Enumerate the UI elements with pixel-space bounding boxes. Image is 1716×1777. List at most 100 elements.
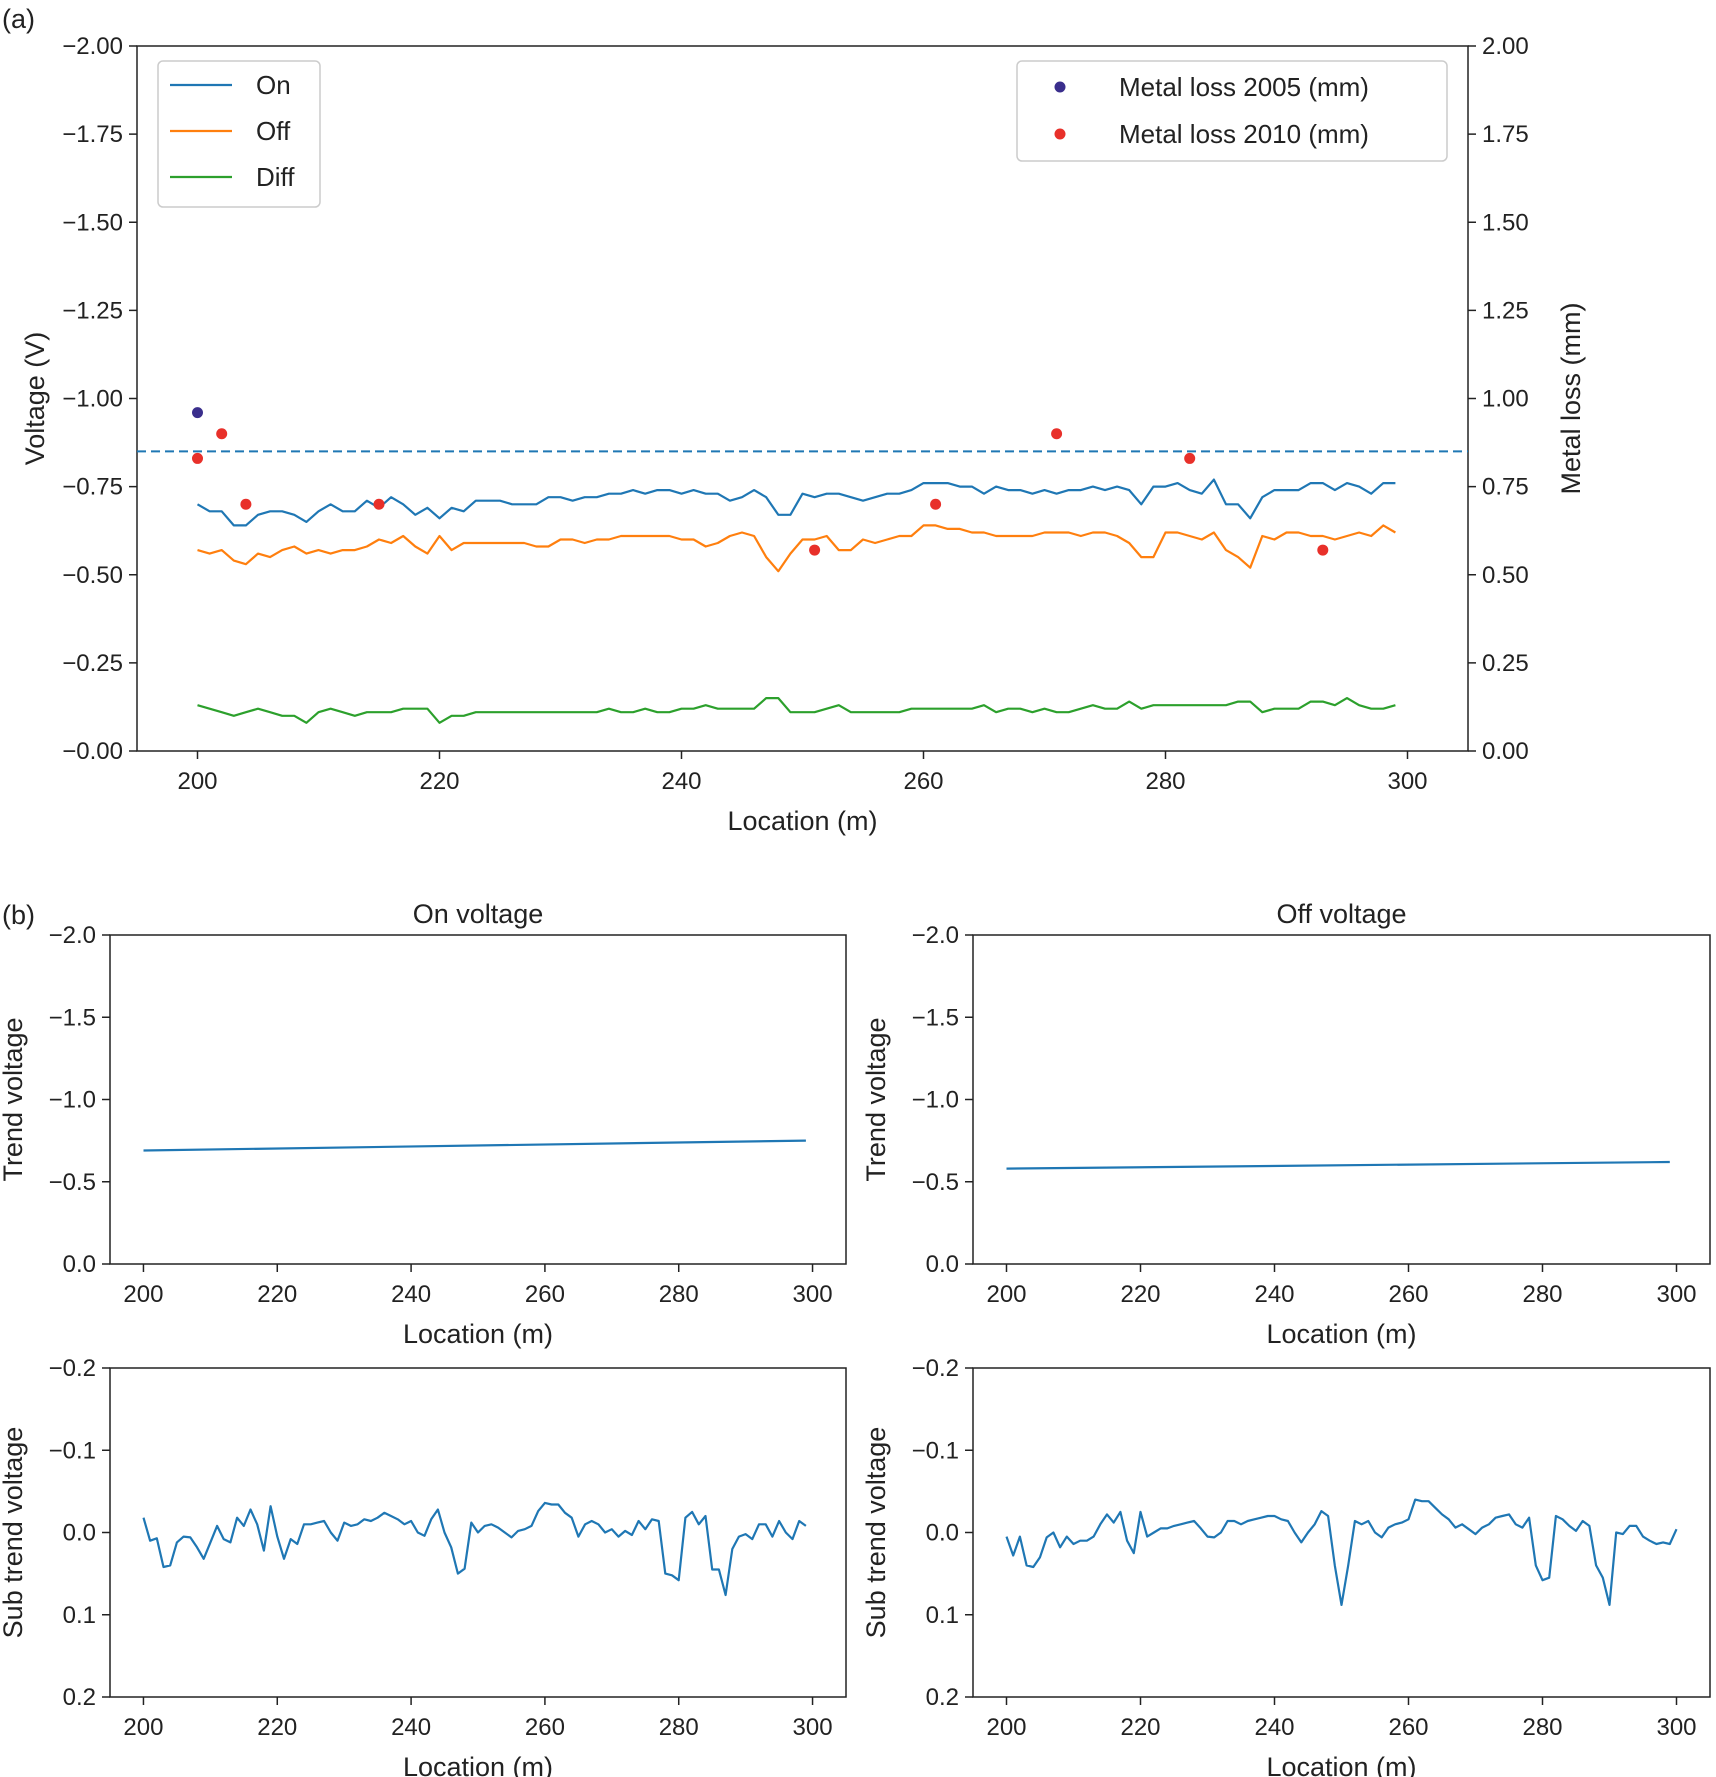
legend-marker <box>1054 128 1066 140</box>
x-axis-label: Location (m) <box>727 806 877 836</box>
y-right-tick-label: 0.50 <box>1482 562 1529 589</box>
series-line-on <box>196 478 1396 527</box>
y-tick-label: −0.50 <box>62 562 123 589</box>
x-tick-label: 240 <box>1254 1281 1294 1308</box>
scatter-point <box>809 544 821 556</box>
y-axis-label: Sub trend voltage <box>861 1427 891 1639</box>
x-tick-label: 240 <box>661 768 701 795</box>
chart-b4: 200 220 240 260 280 300 −0.2 −0.1 0.0 0.1 0.2 Locat… <box>861 1355 1711 1777</box>
series-line-on-trend <box>143 1139 806 1152</box>
x-tick-label: 240 <box>1254 1714 1294 1741</box>
legend-marker <box>1054 81 1066 93</box>
x-tick-label: 280 <box>659 1281 699 1308</box>
x-tick-label: 240 <box>391 1714 431 1741</box>
x-tick-label: 280 <box>659 1714 699 1741</box>
x-tick-label: 200 <box>986 1281 1026 1308</box>
y-tick-label: 0.2 <box>63 1684 96 1711</box>
y-tick-label: 0.0 <box>63 1251 96 1278</box>
y-right-tick-label: 0.25 <box>1482 650 1529 677</box>
panel-label: (a) <box>2 4 35 34</box>
y-tick-label: −0.2 <box>912 1355 959 1382</box>
scatter-point <box>192 452 203 464</box>
x-tick-label: 280 <box>1522 1714 1562 1741</box>
x-tick-label: 300 <box>793 1714 833 1741</box>
x-tick-label: 260 <box>903 768 943 795</box>
y-tick-label: 0.1 <box>926 1602 959 1629</box>
y-tick-label: 0.2 <box>926 1684 959 1711</box>
y-tick-label: −0.1 <box>912 1437 959 1464</box>
scatter-point <box>1184 452 1196 464</box>
panel-label: (b) <box>2 900 35 930</box>
x-tick-label: 280 <box>1145 768 1185 795</box>
series-line-diff <box>197 696 1396 724</box>
x-tick-label: 200 <box>177 768 217 795</box>
plot-frame <box>972 934 1711 1265</box>
x-tick-label: 260 <box>525 1714 565 1741</box>
legend-label: On <box>256 70 291 100</box>
y-tick-label: 0.1 <box>63 1602 96 1629</box>
x-tick-label: 220 <box>257 1714 297 1741</box>
y-right-tick-label: 1.25 <box>1482 297 1529 324</box>
series-line-on-sub-trend <box>142 1501 807 1597</box>
chart-b1: 200 220 240 260 280 300 −2.0 −1.5 −1.0 −0.5 0.0 Loc… <box>0 899 847 1349</box>
x-tick-label: 220 <box>1120 1714 1160 1741</box>
y-tick-label: −2.0 <box>912 922 959 949</box>
y-right-tick-label: 1.00 <box>1482 386 1529 413</box>
series-line-off-trend <box>1006 1160 1670 1170</box>
y-tick-label: −2.0 <box>49 922 96 949</box>
y-tick-label: −0.2 <box>49 1355 96 1382</box>
scatter-point <box>192 407 203 419</box>
legend-label: Diff <box>256 162 295 192</box>
y-tick-label: −1.5 <box>912 1004 959 1031</box>
y-tick-label: −0.75 <box>62 474 123 501</box>
chart-b2: 200 220 240 260 280 300 −2.0 −1.5 −1.0 −0.5 0.0 Loc… <box>861 899 1711 1349</box>
x-tick-label: 220 <box>419 768 459 795</box>
series-line-off <box>197 524 1396 573</box>
x-tick-label: 220 <box>1120 1281 1160 1308</box>
chart-title: On voltage <box>413 899 544 929</box>
x-axis-label: Location (m) <box>1266 1319 1416 1349</box>
x-tick-label: 300 <box>793 1281 833 1308</box>
x-tick-label: 240 <box>391 1281 431 1308</box>
y-right-tick-label: 0.75 <box>1482 474 1529 501</box>
legend-label: Off <box>256 116 291 146</box>
legend-right-box <box>1016 60 1448 162</box>
x-tick-label: 200 <box>986 1714 1026 1741</box>
y-tick-label: −2.00 <box>62 33 123 60</box>
y-tick-label: 0.0 <box>63 1520 96 1547</box>
y-axis-label: Voltage (V) <box>20 332 50 466</box>
chart-a: 200 220 240 260 280 300 −2.00 −1.75 −1.50 −1.25 −1… <box>2 4 1586 836</box>
x-tick-label: 200 <box>123 1714 163 1741</box>
scatter-point <box>216 428 228 440</box>
x-tick-label: 260 <box>1388 1281 1428 1308</box>
x-tick-label: 200 <box>123 1281 163 1308</box>
chart-title: Off voltage <box>1276 899 1406 929</box>
x-tick-label: 300 <box>1387 768 1427 795</box>
y-tick-label: −1.0 <box>49 1087 96 1114</box>
y-tick-label: −1.0 <box>912 1087 959 1114</box>
legend-label: Metal loss 2010 (mm) <box>1119 119 1369 149</box>
y-right-tick-label: 2.00 <box>1482 33 1529 60</box>
x-axis-label: Location (m) <box>1266 1752 1416 1777</box>
y-tick-label: −0.5 <box>912 1169 959 1196</box>
y-tick-label: −0.00 <box>62 738 123 765</box>
y-tick-label: −0.25 <box>62 650 123 677</box>
y-axis-label: Sub trend voltage <box>0 1427 28 1639</box>
y-axis-label: Trend voltage <box>0 1017 28 1181</box>
y-tick-label: −1.50 <box>62 209 123 236</box>
x-axis-label: Location (m) <box>403 1752 553 1777</box>
x-tick-label: 280 <box>1522 1281 1562 1308</box>
series-line-off-sub-trend <box>1005 1498 1678 1607</box>
y-tick-label: 0.0 <box>926 1520 959 1547</box>
y-right-axis-label: Metal loss (mm) <box>1556 302 1586 494</box>
y-axis-label: Trend voltage <box>861 1017 891 1181</box>
y-right-tick-label: 1.75 <box>1482 121 1529 148</box>
x-tick-label: 300 <box>1656 1281 1696 1308</box>
x-tick-label: 220 <box>257 1281 297 1308</box>
y-right-tick-label: 1.50 <box>1482 209 1529 236</box>
plot-frame <box>109 934 847 1265</box>
legend-label: Metal loss 2005 (mm) <box>1119 72 1369 102</box>
y-tick-label: −1.25 <box>62 297 123 324</box>
scatter-point <box>930 498 942 510</box>
